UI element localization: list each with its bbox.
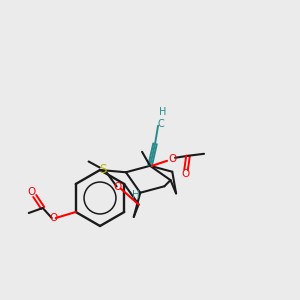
Text: O: O	[50, 213, 58, 223]
Text: O: O	[168, 154, 176, 164]
Text: O: O	[181, 169, 189, 179]
Text: O: O	[113, 182, 122, 193]
Text: O: O	[28, 187, 36, 197]
Text: H: H	[132, 190, 140, 200]
Text: H: H	[159, 107, 167, 117]
Text: S: S	[99, 163, 106, 176]
Text: C: C	[158, 119, 164, 129]
